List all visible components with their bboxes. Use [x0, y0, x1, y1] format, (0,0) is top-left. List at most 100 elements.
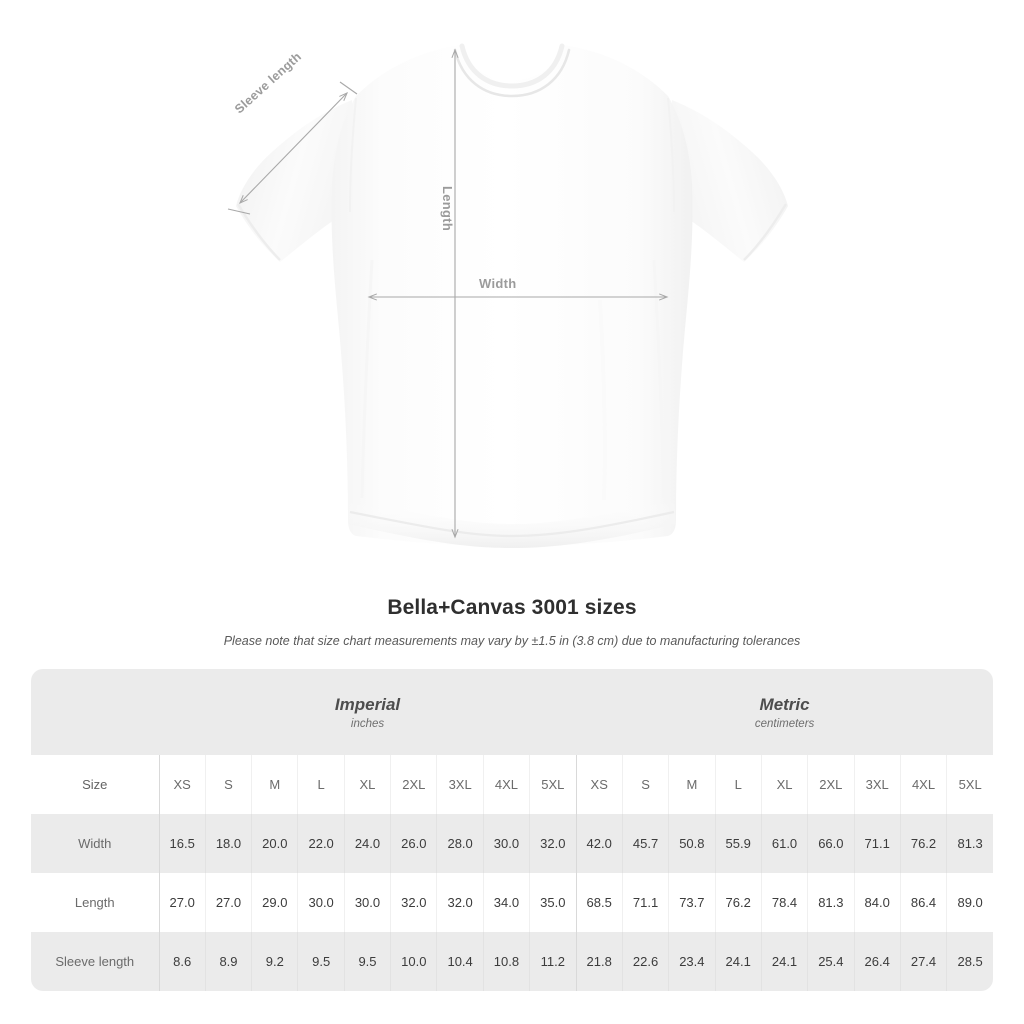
cell-width-imperial-5xl: 32.0 [529, 814, 577, 873]
unit-banner-row: Imperial inches Metric centimeters [31, 669, 993, 755]
cell-length-metric-5xl: 89.0 [946, 873, 993, 932]
sleeve-length-arrow [240, 93, 347, 203]
cell-width-imperial-xl: 24.0 [344, 814, 392, 873]
cell-width-metric-3xl: 71.1 [854, 814, 901, 873]
cell-length-imperial-xs: 27.0 [159, 873, 206, 932]
cell-length-metric-s: 71.1 [622, 873, 670, 932]
column-header-metric-5xl: 5XL [946, 755, 993, 814]
column-header-metric-xl: XL [761, 755, 809, 814]
cell-width-metric-4xl: 76.2 [900, 814, 948, 873]
table-row: Length 27.0 27.0 29.0 30.0 30.0 32.0 32.0 34.0 35… [31, 873, 993, 932]
sleeve-length-tick-bottom [227, 208, 251, 215]
column-header-imperial-4xl: 4XL [483, 755, 531, 814]
shirt-silhouette [236, 40, 788, 548]
cell-sleeve-length-metric-2xl: 25.4 [807, 932, 855, 991]
column-header-metric-3xl: 3XL [854, 755, 901, 814]
cell-width-imperial-xs: 16.5 [159, 814, 206, 873]
unit-name: Imperial [334, 694, 401, 714]
cell-sleeve-length-metric-xl: 24.1 [761, 932, 809, 991]
cell-length-metric-xl: 78.4 [761, 873, 809, 932]
right-sleeve [672, 100, 788, 262]
neckline [462, 40, 562, 80]
cell-width-imperial-4xl: 30.0 [483, 814, 531, 873]
cell-width-metric-5xl: 81.3 [946, 814, 993, 873]
unit-name: Metric [759, 694, 810, 714]
length-dimension-label: Length [440, 186, 455, 232]
column-header-imperial-m: M [251, 755, 299, 814]
column-header-imperial-s: S [205, 755, 253, 814]
left-sleeve-hem [236, 203, 281, 261]
bottom-hem-shadow [348, 500, 676, 548]
column-header-metric-xs: XS [576, 755, 623, 814]
size-header-row: Size XS S M L XL 2XL 3XL 4XL 5XL XS S M L XL 2XL 3XL 4XL 5… [31, 755, 993, 814]
collar-ribbing [453, 48, 571, 98]
unit-subtitle: centimeters [754, 718, 815, 731]
cell-width-metric-2xl: 66.0 [807, 814, 855, 873]
column-header-metric-s: S [622, 755, 670, 814]
fold-center [598, 299, 607, 501]
column-header-imperial-5xl: 5XL [529, 755, 577, 814]
bottom-hem-line [349, 510, 675, 538]
row-label-sleeve-length: Sleeve length [31, 932, 160, 991]
cell-length-imperial-xl: 30.0 [344, 873, 392, 932]
tolerance-note: Please note that size chart measurements… [223, 634, 801, 648]
cell-sleeve-length-metric-l: 24.1 [715, 932, 762, 991]
size-chart-table: Imperial inches Metric centimeters Size XS S M L… [31, 669, 993, 991]
cell-width-imperial-2xl: 26.0 [390, 814, 438, 873]
cell-sleeve-length-metric-xs: 21.8 [576, 932, 623, 991]
cell-sleeve-length-imperial-xl: 9.5 [344, 932, 392, 991]
cell-sleeve-length-metric-5xl: 28.5 [946, 932, 993, 991]
measurement-arrows [227, 50, 667, 537]
cell-length-metric-xs: 68.5 [576, 873, 623, 932]
cell-sleeve-length-imperial-l: 9.5 [297, 932, 345, 991]
cell-sleeve-length-metric-4xl: 27.4 [900, 932, 948, 991]
column-header-size: Size [31, 755, 160, 814]
cell-length-imperial-l: 30.0 [297, 873, 345, 932]
column-header-imperial-l: L [297, 755, 345, 814]
cell-sleeve-length-imperial-5xl: 11.2 [529, 932, 577, 991]
unit-banner-spacer [31, 669, 159, 755]
fold-left [360, 259, 374, 499]
left-shoulder-seam [349, 97, 357, 213]
cell-sleeve-length-imperial-3xl: 10.4 [436, 932, 484, 991]
cell-length-metric-2xl: 81.3 [807, 873, 855, 932]
cell-sleeve-length-imperial-s: 8.9 [205, 932, 253, 991]
cell-width-metric-xl: 61.0 [761, 814, 809, 873]
shirt-body [331, 45, 693, 546]
tshirt-illustration: Sleeve length Length Width [227, 40, 788, 548]
cell-width-imperial-l: 22.0 [297, 814, 345, 873]
cell-width-metric-xs: 42.0 [576, 814, 623, 873]
cell-width-imperial-s: 18.0 [205, 814, 253, 873]
cell-width-metric-l: 55.9 [715, 814, 762, 873]
cell-length-imperial-4xl: 34.0 [483, 873, 531, 932]
right-sleeve-hem [743, 203, 788, 261]
cell-width-imperial-3xl: 28.0 [436, 814, 484, 873]
row-label-width: Width [31, 814, 160, 873]
column-header-imperial-2xl: 2XL [390, 755, 438, 814]
fold-right [652, 259, 666, 499]
size-chart-table-body: Imperial inches Metric centimeters Size XS S M L… [31, 669, 993, 991]
cell-length-imperial-5xl: 35.0 [529, 873, 577, 932]
column-header-metric-l: L [715, 755, 762, 814]
column-header-imperial-3xl: 3XL [436, 755, 484, 814]
cell-sleeve-length-metric-s: 22.6 [622, 932, 670, 991]
width-dimension-label: Width [479, 276, 517, 291]
cell-sleeve-length-metric-m: 23.4 [668, 932, 716, 991]
cell-width-metric-m: 50.8 [668, 814, 716, 873]
page-title: Bella+Canvas 3001 sizes [387, 596, 637, 619]
cell-sleeve-length-imperial-m: 9.2 [251, 932, 299, 991]
collar-inner-shadow [459, 43, 565, 89]
unit-subtitle: inches [350, 718, 385, 731]
column-header-imperial-xs: XS [159, 755, 206, 814]
column-header-metric-m: M [668, 755, 716, 814]
column-header-imperial-xl: XL [344, 755, 392, 814]
cell-length-imperial-2xl: 32.0 [390, 873, 438, 932]
cell-length-metric-m: 73.7 [668, 873, 716, 932]
cell-sleeve-length-imperial-2xl: 10.0 [390, 932, 438, 991]
right-shoulder-seam [667, 97, 675, 213]
cell-length-metric-l: 76.2 [715, 873, 762, 932]
unit-header-imperial: Imperial inches [159, 669, 577, 755]
cell-length-imperial-3xl: 32.0 [436, 873, 484, 932]
chart-caption: Bella+Canvas 3001 sizes Please note that… [0, 596, 1024, 648]
